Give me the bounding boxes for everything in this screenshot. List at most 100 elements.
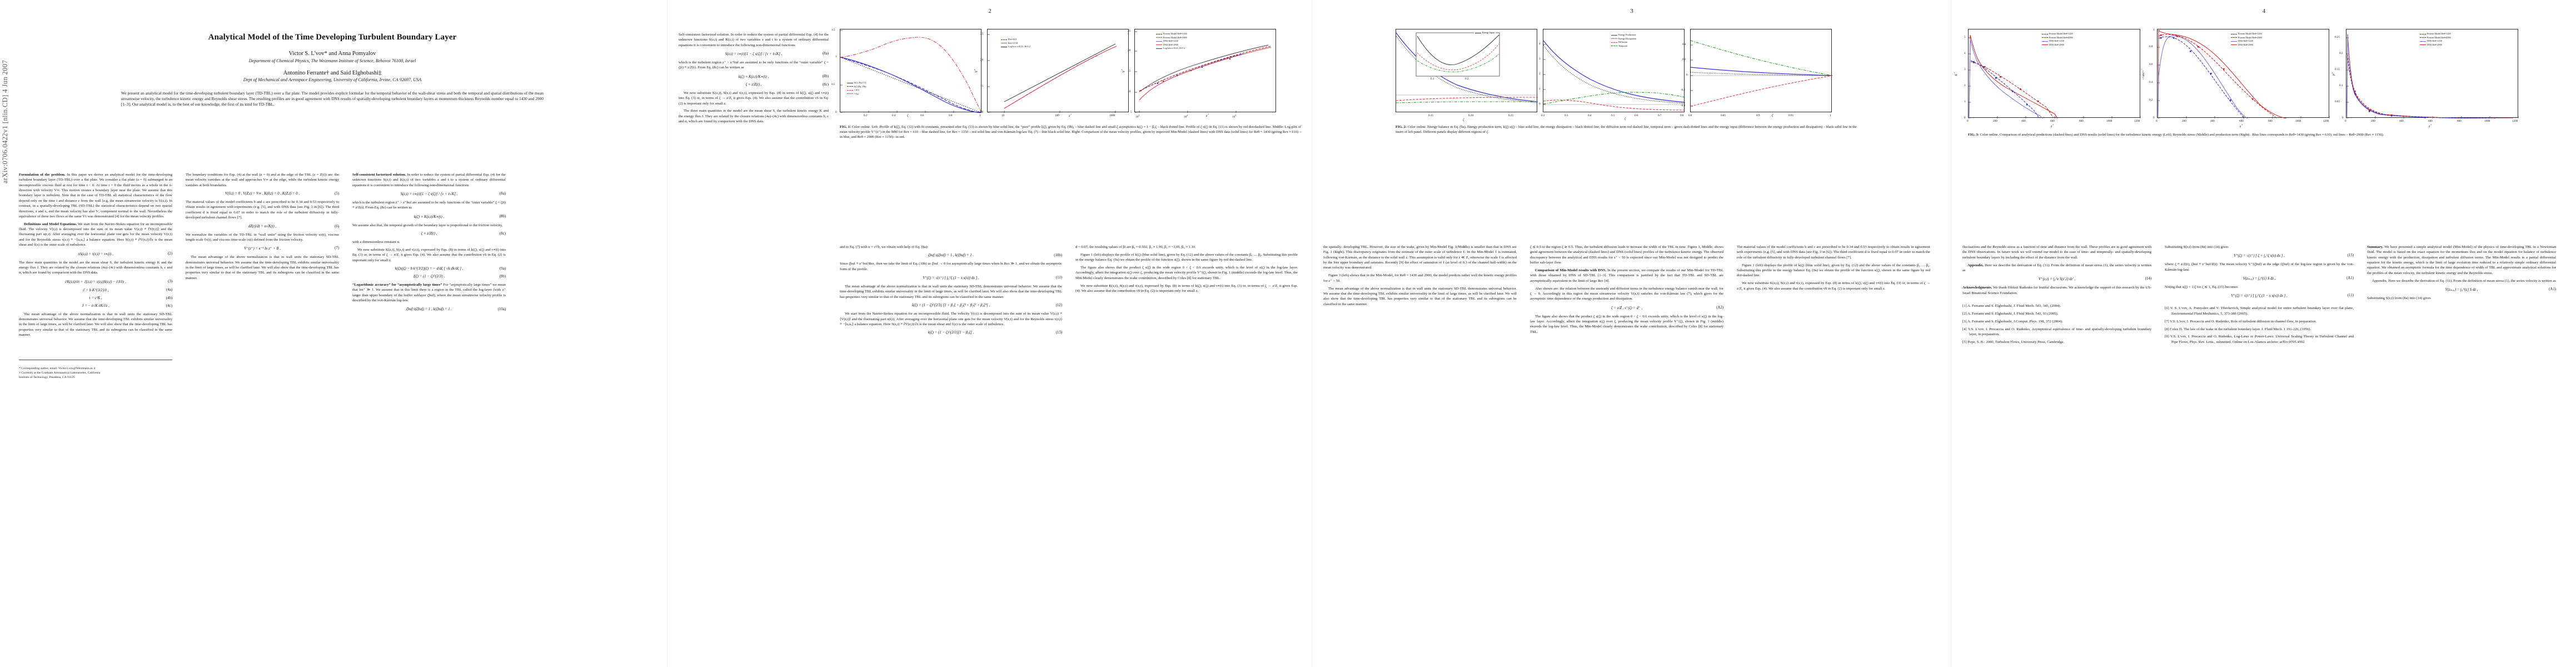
legend-swatch	[2042, 44, 2048, 46]
fig2-mid-ytick-1: 1	[1539, 87, 1541, 91]
legend-label: DNS Reθ=2900	[1163, 43, 1178, 46]
paragraph-text: the spatially- developing TBL. However, …	[1323, 245, 1517, 270]
equation-text: S(z,t) = τ∗(t)[1 − ζ s(ζ)] / [ν + ℓ√K] ,	[725, 52, 783, 57]
paragraph: The three main quantities in the model a…	[679, 108, 829, 124]
equation-tag: (6)	[335, 224, 339, 228]
title-block: Analytical Model of the Time Developing …	[19, 32, 646, 107]
paragraph-text: We now substitute K(z,t), S(z,t) and τ(z…	[679, 91, 829, 106]
affiliation-2: Dept of Mechanical and Aerospace Enginee…	[243, 77, 422, 83]
fig3-right-xtick-1200: 1200	[2512, 120, 2518, 123]
reference-item: [3] A. Ferrante and S. Elghobashi, J.Com…	[1962, 319, 2151, 324]
page-title: Analytical Model of the Time Developing …	[208, 33, 457, 42]
equation-tag: (A1)	[2549, 287, 2556, 292]
fig3-right-ytick-01: 0.1	[2339, 84, 2343, 87]
figure-1-label: FIG. 1:	[840, 125, 851, 129]
paragraph-text: with a dimensionless constant α.	[352, 240, 400, 245]
equation-text: ζbuf s(ζbuf) = 1 , k(ζbuf) = 1 .	[406, 307, 452, 311]
section-heading-appendix: Appendix.	[1967, 263, 1984, 267]
legend-swatch	[2042, 37, 2048, 38]
equation-tag: (8a)	[500, 192, 506, 196]
fig3-middle-svg	[2158, 30, 2330, 118]
fig3-left-ytick-2: 2	[1964, 84, 1966, 87]
paragraph-text: We now substitute K(z,t), S(z,t) and τ(z…	[352, 248, 506, 262]
reference-item: [8] Coles D. The law of the wake in the …	[2165, 327, 2354, 332]
paragraph: The figure also shows that the product ζ…	[1530, 314, 1723, 335]
paragraph-text: We now substitute K(z,t), S(z,t) and τ(z…	[1737, 281, 1930, 291]
legend-label: k(ζ),Eq. (9b)	[854, 84, 866, 88]
paragraph: Self-consistent factorized solution. In …	[679, 32, 829, 48]
equation-text: dΖ(t)/dt = α√K(t) ,	[248, 224, 277, 228]
legend-row: Present Model Reθ=1430	[2042, 32, 2073, 36]
legend-label: 1-β₀ζ	[854, 92, 859, 95]
equation-10a: ζbuf s(ζbuf) = 1 , k(ζbuf) = 1 . (10a)	[352, 307, 506, 311]
paragraph: Definitions and Model Equations. We star…	[19, 222, 172, 248]
fig2-right-xtick-08: 0.8	[1688, 114, 1692, 117]
legend-label: Present Model Reθ=2900	[2427, 36, 2451, 39]
reference-item: [1] A. Ferrante and S. Elghobashi, J. Fl…	[1962, 303, 2151, 308]
paragraph: d = 0.07, the resulting values of βi are…	[1075, 245, 1298, 250]
legend-label: Present Model Reθ=2900	[1163, 36, 1187, 39]
legend-row: Present Model Reθ=1430	[2231, 32, 2262, 36]
page-3-col-3: The material values of the model coeffic…	[1737, 245, 1930, 337]
equation-14: V⁺(z,t) = ∫₀^z S(z′,t) dz′ , (14)	[1962, 277, 2151, 281]
paragraph: We now substitute K(z,t), S(z,t) and τ(z…	[679, 91, 829, 106]
fig1-left-svg	[840, 30, 982, 113]
fig2-left-xlabel: ζ	[1463, 118, 1464, 122]
equation-tag: (11)	[2347, 293, 2354, 298]
section-body: We thank Oleksii Rudenko for fruitful di…	[1962, 286, 2152, 295]
section-heading-selfconsistent: Self-consistent factorized solution.	[352, 173, 406, 177]
fig1-right-ylabel: V+	[1121, 68, 1126, 73]
fig1-left-xtick-02: 0.2	[864, 114, 868, 117]
fig3-left-ytick-5: 5	[1964, 36, 1966, 39]
equation-10b: ζbuf s(ζbuf) = 1 , k(ζbuf) = 1 . (10b)	[840, 253, 1062, 257]
fig2-right-xtick-085: 0.85	[1721, 114, 1726, 117]
footnote: * Corresponding author, email: Victor.Lv…	[19, 360, 172, 380]
fig2-left-xtick-020: 0.20	[1468, 114, 1474, 117]
fig3-right-xtick-600: 600	[2428, 120, 2433, 123]
fig3-right-xtick-1000: 1000	[2484, 120, 2490, 123]
paragraph-text: Figure 3 (left) shows that in the Min-Mo…	[1323, 273, 1517, 283]
fig1-right-ytick-20: 20	[1128, 49, 1131, 52]
reference-item: [5] Pope, S. B.: 2000, Turbulent Flows, …	[1962, 340, 2151, 345]
figure-3: 0 1 2 3 4 5 0 200 400 600 800 1000 1200 …	[1954, 28, 2557, 137]
fig3-mid-ytick-06: 0.6	[2149, 63, 2153, 66]
paragraph: We assume also that, the temporal growth…	[352, 223, 506, 228]
equation-2: πS(z,t) + τ(z,t) = τ∗(t) , (2)	[19, 252, 172, 256]
paragraph: which is the turbulent region z⁺ > z⁺buf…	[352, 200, 506, 211]
fig1-right-ytick-15: 15	[1128, 69, 1131, 73]
paragraph: The mean advantage of the above normaliz…	[840, 284, 1062, 300]
reference-text: V. S. L'vov, A. Pomyalov and V. Tiberkev…	[2170, 306, 2354, 316]
page-2: 2 Self-consistent factorized solution. I…	[667, 0, 1312, 667]
legend-swatch	[2231, 44, 2237, 46]
legend-label: Log-low κ=0.41, B=5.2	[1008, 45, 1030, 48]
fig2-middle-legend: Energy Production Energy Dissipation Dif…	[1610, 33, 1638, 48]
legend-row: Reτ=1150	[1001, 42, 1030, 46]
equation-tag: (A1)	[2346, 276, 2354, 281]
figure-3-caption: FIG. 3: Color online. Comparison of anal…	[1968, 132, 2557, 137]
equation-tag: (11)	[1055, 276, 1062, 280]
fig2-left-svg	[1396, 32, 1538, 103]
legend-row: Present Model Reθ=2900	[2420, 36, 2451, 40]
equation-tag: (12)	[1055, 303, 1062, 308]
paragraph: Since ζbuf ≡ z⁺buf/Reτ, then we take the…	[840, 261, 1062, 272]
section-heading-formulation: Formulation of the problem.	[19, 173, 66, 177]
paragraph: The mean advantage of the above normaliz…	[1323, 286, 1517, 307]
legend-label: DNS Reθ=2900	[2049, 43, 2064, 46]
equation-a2: ζ = z/Ζ , s⁺(ζ) = d⁺ , (A2)	[1530, 306, 1723, 310]
fig2-mid-xtick-08: 0.8	[1680, 114, 1684, 117]
legend-label: Present Model Reθ=1430	[2427, 32, 2451, 35]
reference-text: A. Ferrante and S. Elghobashi, J. Fluid …	[1967, 311, 2059, 316]
fig1-middle-svg	[988, 34, 1117, 113]
fig3-mid-xtick-200: 200	[2182, 120, 2186, 123]
equation-text: S(z,t) = τ∗(t)[1 − ζ s(ζ)] / [ν + ℓ√K] ,	[400, 192, 458, 197]
paragraph: which is the turbulent region z⁺ > z⁺buf…	[679, 60, 829, 71]
fig3-mid-xtick-1200: 1200	[2323, 120, 2329, 123]
fig1-right-xlabel: z+	[1206, 113, 1209, 118]
abstract: We present an analytical model for the t…	[121, 90, 544, 107]
legend-swatch	[1156, 44, 1162, 46]
fig2-mid-xtick-02: 0.2	[1541, 114, 1545, 117]
equation-text: V⁺(ζ) = √(τ⁺) [ ζ + ∫₀^ζ s(x) dx ] ,	[2234, 254, 2285, 258]
equation-a1-repeat: V(zₘₐₓ) = ∫₀^{z} S dz , (A1)	[2367, 287, 2556, 292]
fig3-left-xtick-200: 200	[1993, 120, 1997, 123]
equation-11-repeat: V⁺(ζ) = √(τ⁺) [ ∫₀^ζ (1 − x s(x)) dx ] ,…	[2165, 293, 2354, 298]
